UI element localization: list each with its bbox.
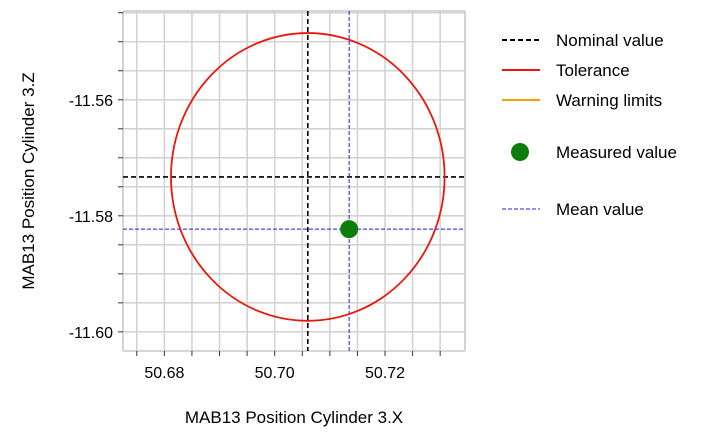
legend-label: Warning limits	[556, 91, 662, 110]
y-tick-label: -11.58	[69, 209, 113, 226]
y-axis-label: MAB13 Position Cylinder 3.Z	[19, 72, 38, 289]
x-tick-label: 50.68	[144, 365, 184, 382]
legend-label: Mean value	[556, 200, 644, 219]
legend-item-mean: Mean value	[502, 200, 644, 219]
legend-label: Tolerance	[556, 61, 630, 80]
x-tick-label: 50.70	[255, 365, 295, 382]
legend-item-warning: Warning limits	[502, 91, 662, 110]
legend-label: Nominal value	[556, 31, 664, 50]
x-axis-label: MAB13 Position Cylinder 3.X	[185, 408, 403, 427]
legend-item-measured: Measured value	[511, 143, 677, 162]
x-axis: 50.68 50.70 50.72	[136, 351, 441, 382]
measured-point	[340, 220, 359, 239]
y-axis: -11.56 -11.58 -11.60	[69, 12, 123, 342]
legend-item-tolerance: Tolerance	[502, 61, 630, 80]
legend: Nominal value Tolerance Warning limits Meas…	[502, 31, 677, 219]
legend-item-nominal: Nominal value	[502, 31, 664, 50]
tolerance-circle	[170, 32, 446, 322]
legend-label: Measured value	[556, 143, 677, 162]
y-tick-label: -11.56	[69, 93, 113, 110]
x-tick-label: 50.72	[365, 365, 405, 382]
legend-swatch	[511, 143, 529, 161]
y-tick-label: -11.60	[69, 325, 113, 342]
plot-area	[122, 10, 466, 352]
